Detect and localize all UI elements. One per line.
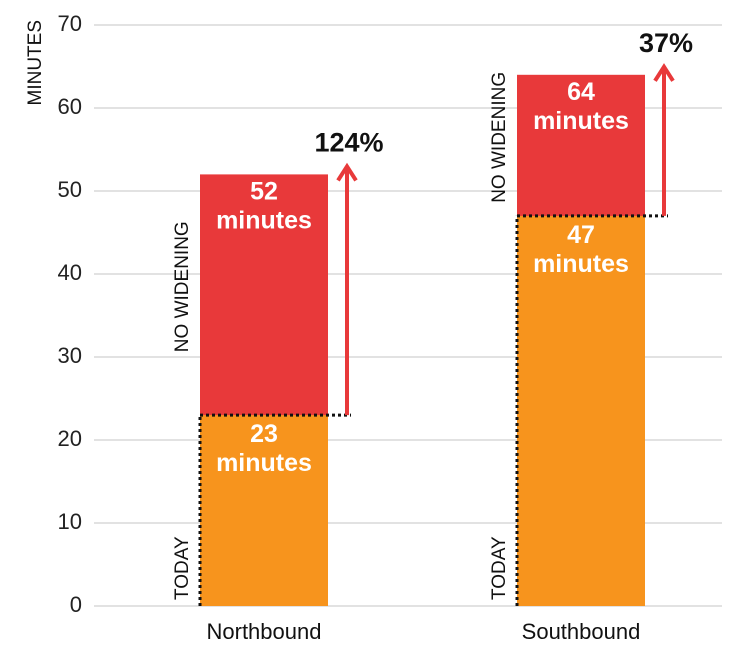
change-arrowhead <box>336 162 358 182</box>
series-label: TODAY <box>172 536 193 600</box>
y-tick-label: 50 <box>58 177 82 202</box>
y-tick-label: 30 <box>58 343 82 368</box>
y-tick-label: 60 <box>58 94 82 119</box>
series-label: NO WIDENING <box>172 221 193 352</box>
series-label: TODAY <box>489 536 510 600</box>
value-label: 47 minutes <box>533 221 629 278</box>
change-label: 37% <box>639 28 693 58</box>
change-arrowhead <box>653 63 675 82</box>
change-label: 124% <box>314 128 383 158</box>
bar <box>200 415 328 606</box>
bar <box>517 215 645 606</box>
y-tick-label: 20 <box>58 426 82 451</box>
series-label: NO WIDENING <box>489 72 510 203</box>
x-tick-label: Northbound <box>207 619 322 644</box>
y-axis-title: MINUTES <box>25 20 46 106</box>
y-tick-label: 10 <box>58 509 82 534</box>
value-label: 23 minutes <box>216 420 312 477</box>
y-tick-label: 70 <box>58 11 82 36</box>
value-label: 64 minutes <box>533 77 629 134</box>
y-tick-label: 40 <box>58 260 82 285</box>
value-label: 52 minutes <box>216 177 312 234</box>
x-tick-label: Southbound <box>522 619 641 644</box>
y-tick-label: 0 <box>70 592 82 617</box>
